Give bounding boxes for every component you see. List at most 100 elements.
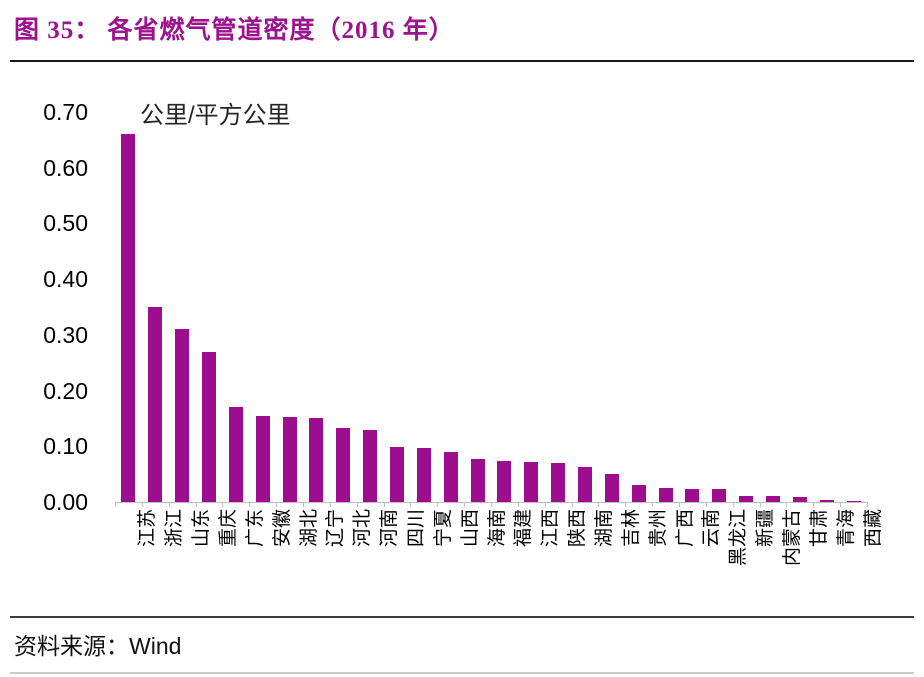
x-axis-tick bbox=[544, 502, 546, 507]
x-axis-label-海南: 海南 bbox=[486, 509, 508, 548]
x-axis-label-宁夏: 宁夏 bbox=[432, 509, 454, 548]
y-axis-tick-label: 0.70 bbox=[43, 99, 88, 125]
bar-山东 bbox=[175, 329, 190, 502]
x-axis-label-新疆: 新疆 bbox=[755, 509, 777, 548]
x-axis-label-江西: 江西 bbox=[540, 509, 562, 548]
page-title: 图 35： 各省燃气管道密度（2016 年） bbox=[14, 17, 455, 44]
footer-separator-line bbox=[10, 616, 914, 618]
bar-辽宁 bbox=[309, 417, 324, 502]
x-axis-label-浙江: 浙江 bbox=[164, 509, 186, 548]
x-axis-tick bbox=[517, 502, 519, 507]
x-axis-label-云南: 云南 bbox=[701, 509, 723, 548]
x-axis-tick bbox=[491, 502, 492, 507]
bar-湖南 bbox=[578, 466, 592, 502]
x-axis-tick bbox=[141, 502, 143, 507]
x-axis-label-安徽: 安徽 bbox=[271, 509, 293, 548]
x-axis-label-贵州: 贵州 bbox=[647, 509, 669, 548]
x-axis-label-四川: 四川 bbox=[406, 509, 427, 548]
x-axis-label-西藏: 西藏 bbox=[862, 509, 884, 548]
x-axis-label-山西: 山西 bbox=[459, 509, 481, 548]
x-axis-label-湖北: 湖北 bbox=[298, 509, 320, 548]
bar-宁夏 bbox=[416, 447, 431, 502]
x-axis-tick bbox=[598, 502, 600, 507]
y-axis-tick-label: 0.60 bbox=[43, 154, 88, 181]
x-axis-tick bbox=[249, 502, 251, 507]
y-axis-tick-label: 0.10 bbox=[43, 433, 88, 460]
x-axis-tick bbox=[195, 502, 197, 507]
x-axis-tick bbox=[383, 502, 385, 507]
x-axis-label-内蒙古: 内蒙古 bbox=[782, 509, 803, 567]
title-separator-line bbox=[10, 60, 914, 62]
x-axis-tick bbox=[168, 502, 170, 507]
y-axis-tick-label: 0.20 bbox=[43, 377, 88, 404]
x-axis-tick bbox=[867, 502, 868, 507]
bar-江西 bbox=[524, 461, 539, 502]
x-axis-tick bbox=[732, 502, 734, 507]
x-axis-tick bbox=[410, 502, 412, 507]
x-axis-label-广东: 广东 bbox=[244, 509, 266, 548]
x-axis-label-福建: 福建 bbox=[513, 509, 535, 548]
x-axis-tick bbox=[464, 502, 466, 507]
x-axis-tick bbox=[571, 502, 573, 507]
bar-重庆 bbox=[202, 351, 216, 502]
bar-黑龙江 bbox=[712, 489, 727, 502]
x-axis-label-重庆: 重庆 bbox=[218, 509, 239, 548]
x-axis-label-河北: 河北 bbox=[352, 509, 374, 548]
x-axis-tick bbox=[625, 502, 627, 507]
bar-海南 bbox=[470, 459, 485, 502]
x-axis-label-陕西: 陕西 bbox=[567, 509, 589, 548]
x-axis-tick bbox=[813, 502, 815, 507]
x-axis-tick bbox=[222, 502, 224, 507]
bar-四川 bbox=[390, 446, 404, 502]
x-axis-tick bbox=[705, 502, 707, 507]
x-axis-label-甘肃: 甘肃 bbox=[808, 509, 830, 548]
bar-广东 bbox=[228, 407, 243, 502]
x-axis-tick bbox=[437, 502, 439, 507]
x-axis-tick bbox=[679, 502, 680, 507]
x-axis-label-辽宁: 辽宁 bbox=[325, 509, 347, 548]
source-value: Wind bbox=[129, 633, 182, 659]
x-axis-label-河南: 河南 bbox=[379, 509, 401, 548]
bar-陕西 bbox=[551, 463, 566, 502]
bar-河北 bbox=[336, 428, 351, 502]
bar-青海 bbox=[819, 499, 834, 502]
x-axis-tick bbox=[759, 502, 761, 507]
bar-安徽 bbox=[255, 415, 270, 502]
bar-新疆 bbox=[739, 496, 754, 502]
bar-甘肃 bbox=[792, 496, 807, 502]
x-axis-tick bbox=[786, 502, 788, 507]
bar-山西 bbox=[443, 452, 458, 502]
x-axis-tick bbox=[115, 502, 116, 507]
bar-西藏 bbox=[846, 501, 861, 502]
x-axis-label-湖南: 湖南 bbox=[594, 509, 615, 548]
x-axis-label-青海: 青海 bbox=[835, 509, 857, 548]
bar-吉林 bbox=[604, 473, 619, 502]
x-axis-tick bbox=[356, 502, 358, 507]
x-axis-tick bbox=[303, 502, 304, 507]
x-axis-tick bbox=[652, 502, 654, 507]
y-axis-tick-label: 0.00 bbox=[43, 489, 88, 515]
x-axis-label-山东: 山东 bbox=[191, 509, 213, 548]
y-axis-unit-label: 公里/平方公里 bbox=[140, 102, 291, 129]
bar-福建 bbox=[497, 461, 512, 502]
y-axis-tick-label: 0.50 bbox=[43, 210, 88, 237]
bar-江苏 bbox=[121, 134, 136, 502]
source-label: 资料来源： bbox=[14, 634, 129, 659]
x-axis-label-广西: 广西 bbox=[674, 509, 696, 548]
x-axis-label-江苏: 江苏 bbox=[137, 509, 159, 548]
y-axis-tick-label: 0.40 bbox=[43, 266, 88, 293]
bar-云南 bbox=[685, 488, 700, 502]
data-source: 资料来源：Wind bbox=[14, 627, 181, 661]
y-axis-tick-label: 0.30 bbox=[43, 321, 88, 348]
bar-广西 bbox=[658, 488, 673, 502]
x-axis-tick bbox=[276, 502, 278, 507]
bar-湖北 bbox=[282, 416, 297, 502]
x-axis-tick bbox=[840, 502, 842, 507]
bar-河南 bbox=[363, 430, 378, 502]
page-bottom-border bbox=[10, 672, 914, 674]
bar-内蒙古 bbox=[766, 496, 780, 502]
x-axis-label-吉林: 吉林 bbox=[620, 509, 642, 548]
x-axis-tick bbox=[329, 502, 331, 507]
bar-浙江 bbox=[148, 307, 163, 502]
